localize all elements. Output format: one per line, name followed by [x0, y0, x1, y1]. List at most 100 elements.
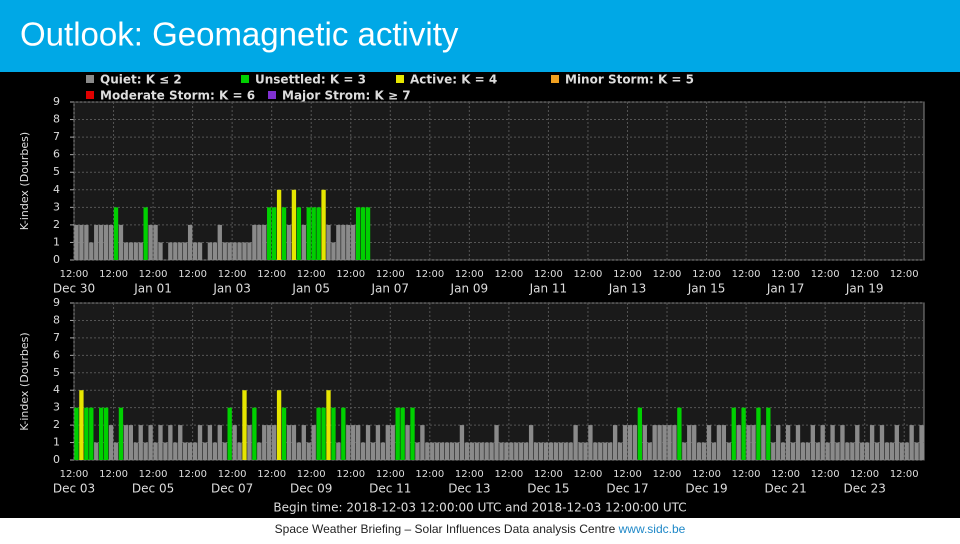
plot-area	[73, 101, 925, 261]
bar	[207, 242, 213, 260]
bar	[321, 407, 326, 460]
bar	[207, 425, 213, 460]
x-tick-time: 12:00	[60, 269, 89, 280]
y-tick-label: 8	[53, 113, 60, 126]
bar	[187, 224, 193, 260]
bar	[716, 425, 722, 460]
bar	[123, 242, 129, 260]
bar	[99, 407, 104, 460]
bar	[894, 425, 899, 460]
bar	[519, 442, 524, 460]
bar	[864, 442, 870, 460]
bar	[113, 442, 119, 460]
bar	[94, 442, 99, 460]
bar	[855, 425, 860, 460]
bar	[326, 224, 331, 260]
bar	[360, 442, 366, 460]
x-tick-time: 12:00	[455, 269, 484, 280]
y-tick-label: 9	[53, 95, 60, 108]
x-tick-time: 12:00	[60, 469, 89, 480]
bar	[291, 425, 297, 460]
legend-label: Major Strom: K ≥ 7	[282, 89, 411, 103]
bar	[464, 442, 470, 460]
bar	[183, 442, 188, 460]
x-tick-time: 12:00	[376, 469, 405, 480]
x-tick-time: 12:00	[257, 469, 286, 480]
bar	[652, 425, 657, 460]
x-tick-time: 12:00	[494, 269, 523, 280]
bar	[212, 242, 218, 260]
bar	[479, 442, 484, 460]
bar	[558, 442, 563, 460]
bar	[84, 407, 89, 460]
y-tick-label: 7	[53, 331, 60, 344]
x-tick-time: 12:00	[613, 269, 642, 280]
bar	[197, 425, 203, 460]
bar	[444, 442, 450, 460]
bar	[494, 425, 499, 460]
bar	[736, 425, 741, 460]
x-tick-time: 12:00	[455, 469, 484, 480]
y-tick-label: 4	[53, 183, 60, 196]
bar	[296, 207, 302, 260]
bar	[632, 425, 638, 460]
bar	[459, 425, 465, 460]
bar	[148, 425, 153, 460]
bar	[400, 407, 405, 460]
x-tick-time: 12:00	[99, 469, 128, 480]
bar	[163, 442, 168, 460]
bar	[780, 442, 786, 460]
bar	[222, 442, 227, 460]
bar	[257, 224, 262, 260]
bar	[316, 207, 321, 260]
bar	[286, 224, 292, 260]
bar	[326, 390, 331, 460]
bar	[439, 442, 445, 460]
bar	[316, 407, 321, 460]
bar	[726, 442, 731, 460]
bar	[138, 242, 143, 260]
bar	[227, 407, 232, 460]
bar	[528, 425, 534, 460]
x-tick-date: Dec 21	[764, 482, 806, 496]
bar	[276, 189, 282, 260]
x-tick-date: Dec 30	[53, 282, 95, 296]
y-tick-label: 6	[53, 348, 60, 361]
bar	[341, 224, 346, 260]
bar	[306, 442, 311, 460]
bar	[815, 442, 820, 460]
legend-label: Moderate Storm: K = 6	[100, 89, 255, 103]
bar	[469, 442, 474, 460]
bar	[810, 425, 815, 460]
bar	[237, 242, 242, 260]
bar	[741, 407, 746, 460]
bar	[771, 442, 776, 460]
bar	[89, 407, 94, 460]
bar	[835, 442, 840, 460]
bar	[711, 442, 717, 460]
bar	[123, 425, 129, 460]
x-tick-time: 12:00	[692, 469, 721, 480]
x-tick-time: 12:00	[218, 269, 247, 280]
x-tick-time: 12:00	[890, 469, 919, 480]
y-tick-label: 7	[53, 130, 60, 143]
bar	[365, 425, 371, 460]
x-tick-date: Dec 03	[53, 482, 95, 496]
y-tick-label: 1	[53, 235, 60, 248]
x-tick-time: 12:00	[415, 269, 444, 280]
bar	[583, 442, 588, 460]
x-tick-date: Jan 03	[212, 282, 251, 296]
bar	[355, 425, 361, 460]
bar	[390, 425, 395, 460]
bar	[543, 442, 549, 460]
x-tick-date: Dec 23	[844, 482, 886, 496]
x-tick-time: 12:00	[534, 269, 563, 280]
bar	[242, 242, 247, 260]
bar	[795, 425, 801, 460]
bar	[682, 442, 687, 460]
bar	[430, 442, 435, 460]
bar	[118, 407, 124, 460]
bar	[598, 442, 603, 460]
footer-link[interactable]: www.sidc.be	[618, 522, 686, 536]
